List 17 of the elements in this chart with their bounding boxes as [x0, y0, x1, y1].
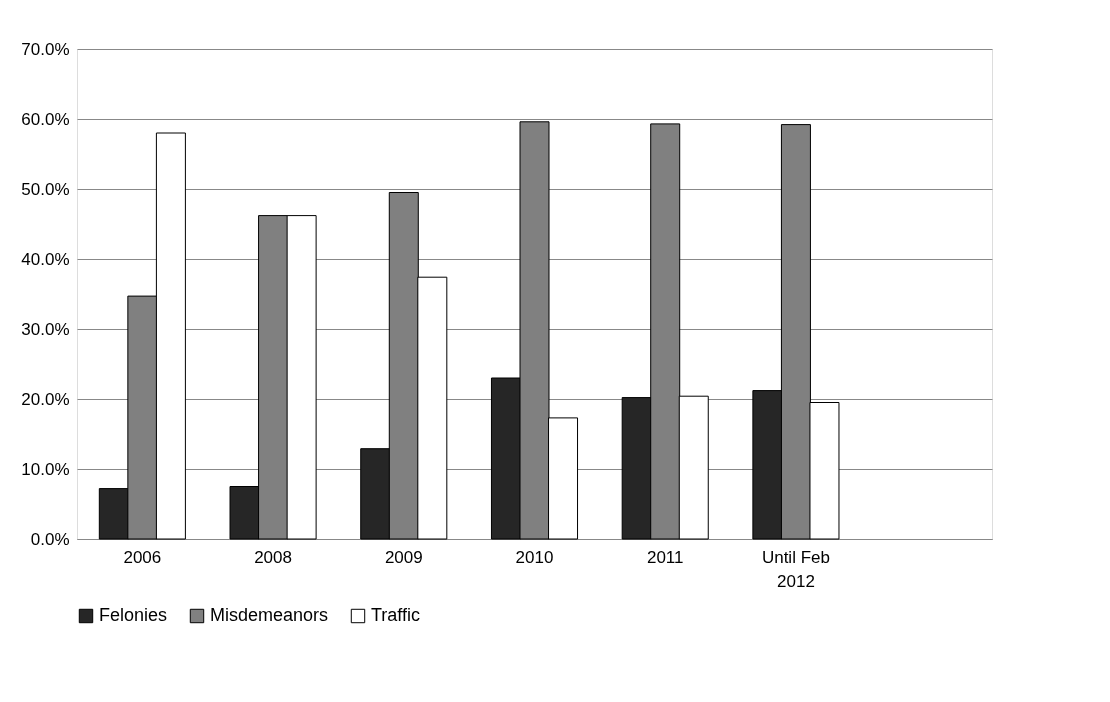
y-tick-label: 20.0% — [21, 389, 70, 409]
y-tick-label: 0.0% — [30, 529, 70, 549]
y-tick-label: 70.0% — [21, 39, 70, 59]
x-tick-label: 2006 — [123, 547, 162, 567]
legend-label: Misdemeanors — [210, 605, 329, 625]
legend-label: Felonies — [99, 605, 168, 625]
x-tick-label: 2009 — [384, 547, 423, 567]
y-tick-label: 30.0% — [21, 319, 70, 339]
x-tick-label: Until Feb 2012 — [761, 547, 830, 591]
y-tick-label: 50.0% — [21, 179, 70, 199]
y-tick-label: 10.0% — [21, 459, 70, 479]
x-tick-label: 2010 — [515, 547, 554, 567]
y-tick-label: 40.0% — [21, 249, 70, 269]
x-tick-label: 2011 — [646, 547, 684, 567]
y-tick-label: 60.0% — [21, 109, 70, 129]
x-tick-label: 2008 — [254, 547, 292, 567]
legend-label: Traffic — [371, 605, 421, 625]
